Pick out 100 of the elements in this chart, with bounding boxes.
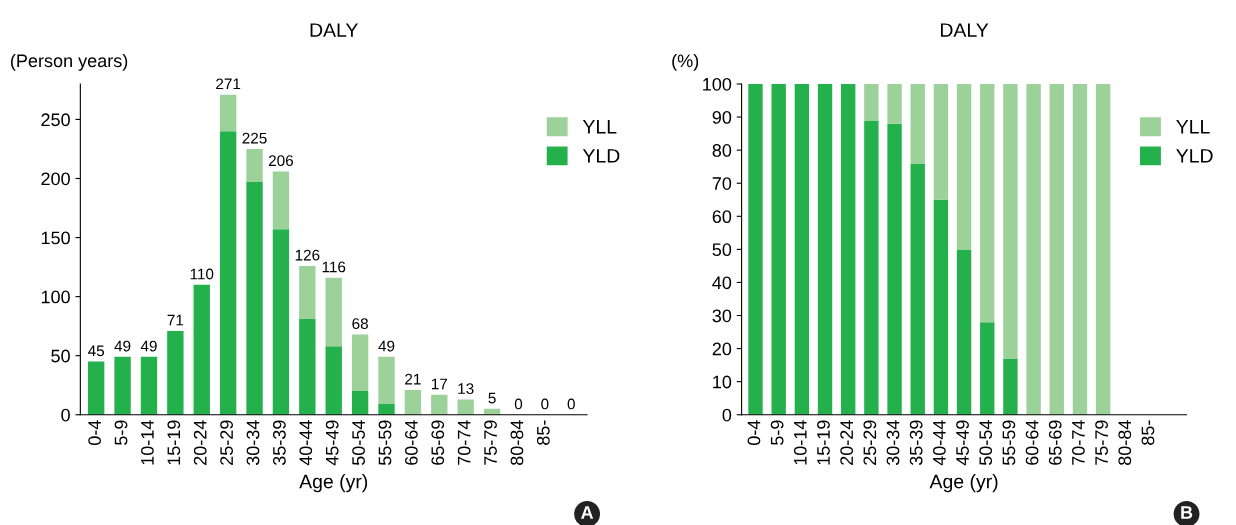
bar — [864, 84, 879, 121]
x-tick-label: 0-4 — [88, 420, 102, 445]
y-tick-label: 150 — [41, 231, 70, 245]
y-tick-label: 60 — [712, 210, 732, 224]
total-label: 0 — [541, 398, 549, 410]
bar — [114, 356, 131, 415]
bar — [351, 391, 369, 415]
bar — [1026, 84, 1041, 415]
bar — [817, 84, 833, 415]
bar — [246, 148, 263, 183]
x-tick-label: 70-74 — [1072, 420, 1085, 465]
x-tick-label: 50-54 — [352, 420, 365, 466]
total-label: 21 — [405, 373, 421, 385]
x-tick-label: 45-49 — [325, 420, 339, 466]
bar — [219, 94, 237, 132]
text: B — [1181, 506, 1193, 519]
bar — [933, 84, 949, 200]
text: A — [581, 506, 594, 519]
bar — [167, 330, 184, 415]
legend-label: YLD — [582, 149, 620, 163]
bar — [87, 361, 105, 415]
total-label: 206 — [268, 155, 294, 167]
x-tick-label: 25-29 — [220, 420, 233, 465]
bar — [887, 84, 902, 124]
x-tick-label: 55-59 — [1002, 420, 1016, 466]
total-label: 71 — [167, 314, 184, 326]
x-tick-label: 45-49 — [956, 420, 969, 466]
y-tick-label: 40 — [712, 276, 732, 290]
x-tick-label: 20-24 — [840, 420, 854, 465]
x-tick-label: 80-84 — [1118, 420, 1132, 465]
x-tick-label: 5-9 — [114, 420, 128, 445]
bar — [246, 182, 263, 415]
bar — [1095, 84, 1111, 415]
bar — [378, 356, 395, 405]
legend-label: YLL — [582, 120, 617, 134]
x-tick-label: 30-34 — [886, 420, 900, 466]
x-tick-label: 65-69 — [431, 420, 445, 465]
bar — [771, 84, 786, 415]
legend-label: YLL — [1176, 120, 1210, 134]
bar — [457, 399, 474, 415]
total-label: 68 — [352, 318, 368, 330]
bar — [956, 249, 972, 415]
bar — [794, 84, 810, 415]
bar — [910, 163, 925, 415]
total-label: 0 — [567, 398, 575, 410]
x-tick-label: 10-14 — [141, 420, 154, 465]
total-label: 13 — [458, 383, 474, 395]
y-tick-label: 0 — [722, 408, 732, 422]
bar — [1003, 358, 1018, 415]
x-tick-label: 30-34 — [246, 420, 260, 466]
total-label: 45 — [88, 345, 105, 357]
total-label: 17 — [431, 378, 448, 390]
y-axis-title: (Person years) — [11, 53, 128, 71]
bar — [980, 84, 995, 323]
x-tick-label: 60-64 — [404, 420, 418, 465]
x-tick-label: 35-39 — [909, 420, 923, 466]
bar — [272, 229, 290, 415]
bar — [325, 277, 342, 347]
total-label: 116 — [322, 261, 346, 273]
bar — [1003, 84, 1018, 359]
y-tick-label: 20 — [712, 342, 732, 356]
x-axis-title: Age (yr) — [929, 474, 998, 493]
bar — [431, 394, 448, 415]
y-axis-title: (%) — [672, 53, 699, 71]
x-tick-label: 25-29 — [863, 420, 877, 465]
y-tick-label: 0 — [61, 408, 70, 422]
bar — [1072, 84, 1088, 415]
x-axis-title: Age (yr) — [299, 474, 368, 493]
y-tick-label: 50 — [51, 349, 70, 363]
x-tick-label: 35-39 — [272, 420, 286, 466]
total-label: 49 — [378, 340, 395, 352]
x-tick-label: 50-54 — [979, 420, 993, 466]
y-tick-label: 100 — [41, 290, 70, 304]
bar — [841, 84, 856, 415]
bar — [910, 84, 925, 164]
total-label: 110 — [190, 268, 214, 280]
y-tick-label: 80 — [712, 144, 732, 157]
y-tick-label: 30 — [712, 309, 732, 323]
bar — [1049, 84, 1064, 415]
y-tick-label: 10 — [713, 375, 732, 389]
y-tick-label: 50 — [712, 243, 732, 257]
bar — [325, 346, 342, 415]
x-tick-label: 85- — [1141, 420, 1155, 445]
bar — [980, 322, 995, 415]
x-tick-label: 80-84 — [510, 420, 524, 465]
x-tick-label: 70-74 — [457, 420, 471, 465]
total-label: 5 — [488, 392, 496, 404]
y-tick-label: 70 — [712, 177, 732, 190]
bar — [272, 171, 290, 230]
x-tick-label: 15-19 — [817, 420, 830, 465]
total-label: 49 — [114, 340, 131, 352]
bar — [887, 123, 902, 415]
legend-label: YLD — [1176, 149, 1213, 163]
x-tick-label: 55-59 — [378, 420, 392, 466]
x-tick-label: 10-14 — [793, 420, 807, 465]
x-tick-label: 0-4 — [747, 420, 761, 445]
bar — [299, 319, 316, 415]
x-tick-label: 75-79 — [1095, 420, 1108, 465]
bar — [299, 265, 316, 320]
bar — [864, 120, 879, 415]
